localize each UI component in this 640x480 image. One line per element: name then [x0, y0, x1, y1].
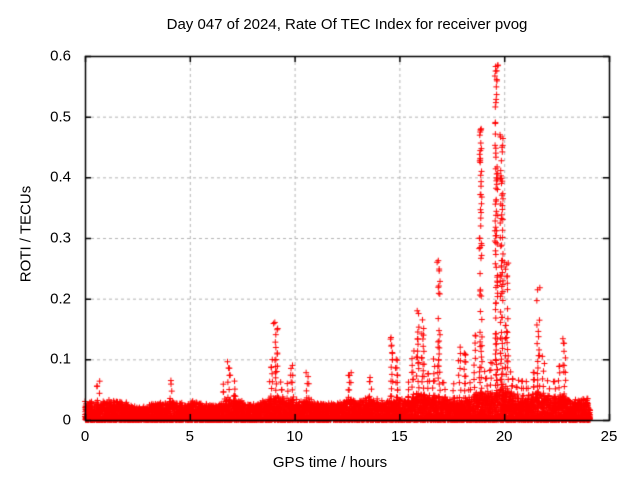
x-tick-label: 10 — [286, 428, 303, 445]
y-tick-label: 0.4 — [50, 168, 71, 186]
x-axis-label: GPS time / hours — [272, 454, 388, 471]
y-tick-label: 0.3 — [50, 229, 71, 247]
y-tick-label: 0.5 — [50, 108, 71, 126]
x-tick-label: 0 — [80, 428, 90, 445]
x-tick-label: 5 — [185, 428, 194, 445]
y-tick-label: 0.1 — [50, 350, 71, 368]
x-tick-label: 20 — [495, 428, 513, 445]
x-tick-label: 25 — [600, 428, 618, 445]
y-tick-label: 0.6 — [50, 47, 71, 65]
y-tick-label: 0.2 — [50, 290, 71, 308]
y-tick-label: 0 — [62, 411, 71, 429]
y-axis-label: ROTI / TECUs — [17, 185, 35, 283]
chart-title: Day 047 of 2024, Rate Of TEC Index for r… — [166, 16, 528, 33]
x-tick-label: 15 — [391, 428, 408, 445]
